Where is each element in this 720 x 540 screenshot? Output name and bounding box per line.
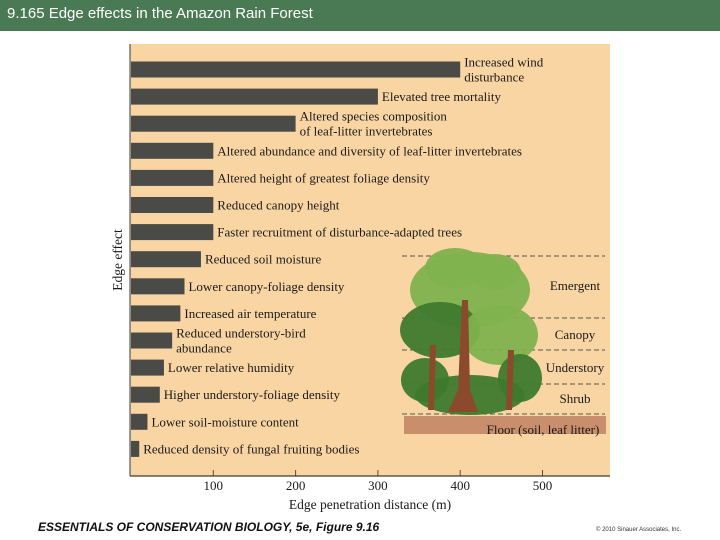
bar-label: Elevated tree mortality — [382, 89, 502, 104]
bar-label: Altered height of greatest foliage densi… — [217, 170, 430, 185]
bar-label: Lower relative humidity — [168, 360, 295, 375]
x-tick-label: 500 — [533, 478, 553, 493]
bar — [131, 386, 160, 403]
foliage — [469, 254, 521, 290]
bar-label: Faster recruitment of disturbance-adapte… — [217, 225, 462, 240]
bar — [131, 359, 164, 376]
tree-trunk — [428, 345, 436, 410]
x-tick-label: 400 — [450, 478, 470, 493]
x-tick-label: 200 — [286, 478, 306, 493]
tree-trunk — [448, 300, 478, 412]
bar-label: Lower canopy-foliage density — [188, 279, 344, 294]
figure-source: ESSENTIALS OF CONSERVATION BIOLOGY, 5e, … — [38, 520, 380, 534]
stratum-label: Floor (soil, leaf litter) — [487, 422, 600, 437]
x-tick-label: 300 — [368, 478, 388, 493]
bar-label: Increased air temperature — [184, 306, 316, 321]
stratum-label: Shrub — [559, 391, 590, 406]
bar — [131, 224, 214, 241]
bar — [131, 88, 378, 105]
bar — [131, 440, 140, 457]
bar-label: Increased wind disturbance — [464, 55, 544, 85]
bar-label: Reduced density of fungal fruiting bodie… — [143, 441, 359, 456]
bar-label: Altered abundance and diversity of leaf-… — [217, 143, 522, 158]
slide-title: 9.165 Edge effects in the Amazon Rain Fo… — [7, 5, 313, 22]
bar — [131, 61, 461, 78]
y-axis-title: Edge effect — [110, 229, 125, 291]
stratum-label: Canopy — [555, 327, 596, 342]
bar — [131, 305, 181, 322]
bar-label: Reduced understory-bird abundance — [176, 326, 306, 356]
bar — [131, 251, 201, 268]
foliage — [400, 302, 480, 358]
bar — [131, 115, 296, 132]
bar — [131, 142, 214, 159]
stratum-label: Understory — [546, 360, 605, 375]
bar-label: Higher understory-foliage density — [164, 387, 341, 402]
x-tick-label: 100 — [204, 478, 224, 493]
rainforest-strata-illustration: Emergent Canopy Understory Shrub Floor (soil… — [400, 248, 606, 437]
x-axis-title: Edge penetration distance (m) — [289, 497, 451, 512]
bar-label: Altered species composition of leaf-litte… — [300, 109, 448, 139]
bar — [131, 169, 214, 186]
bar-label: Lower soil-moisture content — [151, 414, 299, 429]
forest-floor — [404, 416, 606, 434]
bar-label: Reduced soil moisture — [205, 252, 321, 267]
copyright: © 2010 Sinauer Associates, Inc. — [596, 527, 682, 533]
foliage — [425, 248, 485, 288]
bar — [131, 278, 185, 295]
slide-header: 9.165 Edge effects in the Amazon Rain Fo… — [0, 0, 720, 31]
tree-trunk — [506, 350, 514, 410]
bar — [131, 332, 173, 349]
bar — [131, 197, 214, 213]
bar-label: Reduced canopy height — [217, 198, 339, 213]
bar — [131, 413, 148, 430]
stratum-label: Emergent — [550, 278, 601, 293]
foliage — [462, 305, 538, 365]
